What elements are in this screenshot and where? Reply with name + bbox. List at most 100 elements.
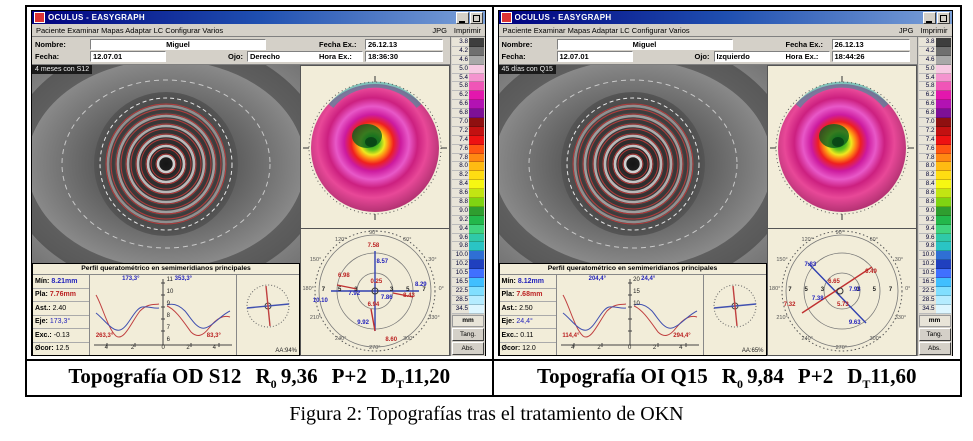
color-scale-row: 5.0 [918,64,951,74]
color-scale-row: 8.6 [918,189,951,199]
menu-item-mapas[interactable]: Mapas [101,25,124,35]
tangential-button[interactable]: Tang. [918,327,951,341]
exam-time-field[interactable]: 18:44:26 [831,51,910,62]
polar-value: 8.60 [385,337,398,344]
easygraph-window-left: OCULUS - EASYGRAPH Paciente Examinar Map… [31,10,486,356]
axis-gauge: AA:65% [702,275,766,355]
menu-item-paciente[interactable]: Paciente [36,25,66,35]
maximize-button[interactable] [470,11,483,24]
minimize-button[interactable] [456,11,469,24]
photo-note-badge: 45 días con Q15 [498,65,556,74]
date-field[interactable]: 12.07.01 [556,51,633,62]
y-tick: 15 [633,288,640,295]
color-scale-row: 9.0 [452,206,484,216]
title-bar[interactable]: OCULUS - EASYGRAPH [32,11,485,24]
name-field[interactable]: Miguel [90,39,266,50]
polar-angle-label: 210° [309,314,322,321]
exam-date-label: Fecha Ex.: [319,40,357,49]
polar-angle-label: 180° [768,285,781,292]
polar-angle-label: 300° [403,336,415,343]
color-scale-row: 3.8 [452,38,484,47]
polar-ring-label: 3 [389,286,394,293]
color-scale-row: 4.2 [452,46,484,56]
screenshot-left: OCULUS - EASYGRAPH Paciente Examinar Map… [27,7,494,359]
eye-image: 4 meses con S12 [32,65,300,263]
color-scale-row: 8.4 [918,180,951,190]
keratometric-profile-panel: Perfil queratométrico en semimeridianos … [32,263,300,356]
color-scale-row: 5.0 [452,64,484,74]
color-scale-row: 16.5 [452,278,484,287]
date-label: Fecha: [35,52,60,61]
app-icon [500,12,512,23]
polar-angle-label: 330° [428,314,440,321]
y-tick: 6 [166,336,170,343]
y-tick: 8 [166,312,170,319]
stat-ast: Ast.: 2.40 [33,302,89,316]
jpg-button[interactable]: JPG [898,25,914,35]
color-scale-row: 16.5 [918,278,951,287]
polar-value: 0.25 [370,279,383,286]
tangential-button[interactable]: Tang. [452,327,484,341]
color-scale-row: 10.0 [452,251,484,261]
maximize-button[interactable] [936,11,950,24]
exam-date-field[interactable]: 26.12.13 [831,39,910,50]
topography-color-map [766,65,917,229]
color-scale-row: 7.6 [918,144,951,154]
caption-right: Topografía OI Q15 R0 9,84 P+2 DT11,60 [493,359,960,395]
polar-angle-label: 240° [801,336,813,343]
menu-item-examinar[interactable]: Examinar [67,25,99,35]
color-scale-row: 6.2 [918,91,951,101]
x-tick: 4 [104,344,108,351]
keratometric-profile-panel: Perfil queratométrico en semimeridianos … [498,263,767,356]
color-scale-row: 9.2 [918,215,951,225]
menu-item-mapas[interactable]: Mapas [567,25,591,35]
absolute-button[interactable]: Abs. [452,341,484,355]
date-field[interactable]: 12.07.01 [90,51,166,62]
menu-item-varios[interactable]: Varios [202,25,224,35]
polar-value: 7.32 [783,302,796,309]
polar-value: 9.92 [357,319,369,326]
minimize-button[interactable] [922,11,936,24]
x-tick: 2 [597,344,601,351]
exam-time-field[interactable]: 18:36:30 [365,51,443,62]
eye-field[interactable]: Izquierdo [713,51,830,62]
color-scale-row: 6.2 [452,91,484,101]
color-scale: 3.8 4.2 4.6 5.0 5.4 5.8 6.2 6.6 6.8 7.0 7.2 7.4 7.6 7… [450,37,485,356]
color-scale-row: 8.0 [918,162,951,172]
menu-item-configurar[interactable]: Configurar [165,25,201,35]
profile-chart: 204,4° 24,4° 114,4° 294,4° 20 15 10 [557,275,703,355]
polar-value: 8.43 [403,293,415,300]
eye-field[interactable]: Derecho [247,51,363,62]
jpg-button[interactable]: JPG [432,25,447,35]
title-bar[interactable]: OCULUS - EASYGRAPH [498,11,952,24]
menu-item-varios[interactable]: Varios [668,25,690,35]
analyzed-area-label: AA:94% [275,348,297,354]
menu-item-adaptar-lc[interactable]: Adaptar LC [591,25,630,35]
profile-title: Perfil queratométrico en semimeridianos … [33,264,299,275]
name-field[interactable]: Miguel [556,39,733,50]
color-scale-row: 28.5 [452,295,484,305]
scale-unit-label: mm [918,314,951,327]
color-scale-row: 6.8 [918,109,951,119]
polar-ring-label: 3 [354,286,358,293]
menu-item-paciente[interactable]: Paciente [502,25,532,35]
exam-date-field[interactable]: 26.12.13 [365,39,443,50]
polar-value: 6.94 [367,302,380,309]
imprimir-button[interactable]: Imprimir [920,25,948,35]
polar-value: 6.49 [865,269,877,276]
menu-item-configurar[interactable]: Configurar [631,25,667,35]
polar-angle-label: 150° [309,256,322,263]
patient-form: Nombre: Miguel Fecha: 12.07.01 Ojo: Izqu… [498,37,917,65]
polar-value: 7.93 [848,286,861,293]
menu-bar: Paciente Examinar Mapas Adaptar LC Confi… [498,24,952,37]
color-scale-row: 34.5 [918,304,951,314]
color-scale-row: 22.5 [918,286,951,296]
y-tick: 11 [166,276,173,283]
imprimir-button[interactable]: Imprimir [453,25,481,35]
color-scale-row: 8.8 [452,198,484,207]
menu-right-items: JPG Imprimir [899,26,948,35]
menu-item-adaptar-lc[interactable]: Adaptar LC [125,25,164,35]
polar-value: 5.73 [837,302,849,309]
menu-item-examinar[interactable]: Examinar [533,25,566,35]
absolute-button[interactable]: Abs. [918,341,951,355]
